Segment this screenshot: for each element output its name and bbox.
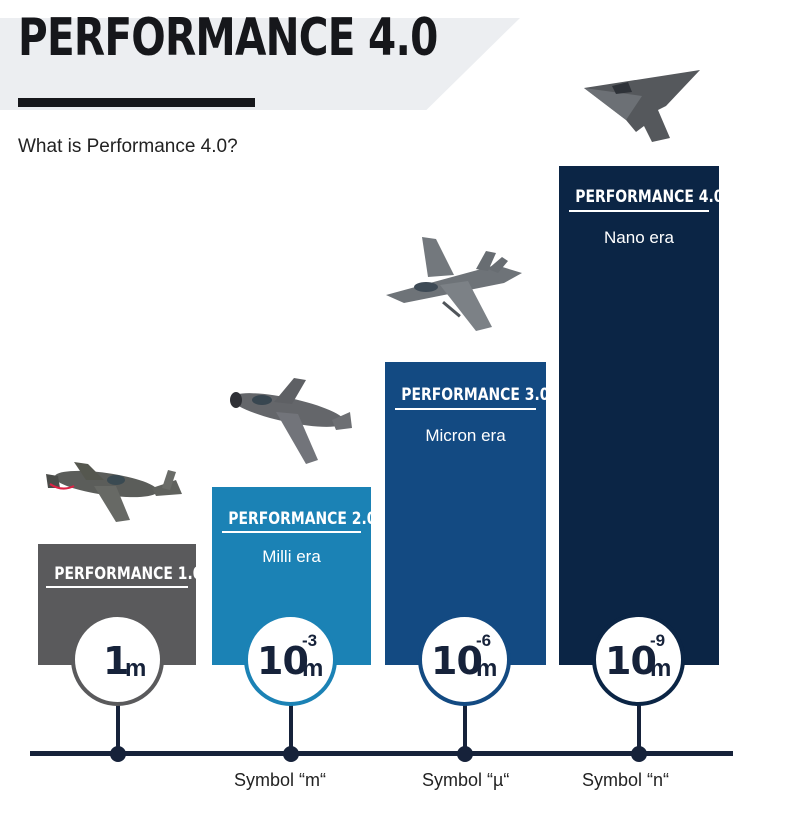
stage-1-stem [116,700,120,752]
stage-4-scale-base: 10 [605,639,657,683]
stage-3-scale-base: 10 [431,639,483,683]
stage-1-scale-unit: m [125,655,147,682]
stage-4-era: Nano era [604,228,674,247]
stage-1-label-rule [46,586,188,588]
stage-4-label: PERFORMANCE 4.0 [575,187,724,207]
propeller-fighter-plane-icon [46,462,182,522]
stage-1-timeline-dot [110,746,126,762]
stage-4-scale-exponent: -9 [650,631,666,650]
stage-3-label-rule [395,408,536,410]
stage-2-label-rule [222,531,361,533]
stage-2-era: Milli era [262,547,321,566]
stage-4-scale-circle: 10 -9 m [592,613,685,706]
stage-2-timeline-dot [283,746,299,762]
jet-fighter-plane-icon [230,378,352,464]
stage-1-scale-circle: 1 m [71,613,164,706]
stage-3-scale-exponent: -6 [476,631,492,650]
stage-3-era: Micron era [425,426,506,445]
stage-2-scale-unit: m [302,655,324,682]
symbol-micro-label: Symbol “µ“ [422,770,510,790]
stage-2-scale-exponent: -3 [302,631,318,650]
page-title: PERFORMANCE 4.0 [18,8,438,68]
stage-3-timeline-dot [457,746,473,762]
stage-2-scale-base: 10 [257,639,309,683]
symbol-milli-label: Symbol “m“ [234,770,327,790]
stage-3-label: PERFORMANCE 3.0 [401,385,550,405]
stage-4-scale-unit: m [650,655,672,682]
stage-1-scale-base: 1 [103,639,129,683]
stage-4-stem [637,700,641,752]
stage-4-label-rule [569,210,709,212]
modern-fighter-jet-icon [386,237,522,331]
stage-2-stem [289,700,293,752]
timeline-axis [30,751,733,756]
page-subtitle: What is Performance 4.0? [18,136,238,157]
stage-3-scale-circle: 10 -6 m [418,613,511,706]
stage-3-stem [463,700,467,752]
stage-1-label: PERFORMANCE 1.0 [54,564,203,584]
symbol-nano-label: Symbol “n“ [582,770,670,790]
stage-3-scale-unit: m [476,655,498,682]
stage-2-scale-circle: 10 -3 m [244,613,337,706]
title-underline [18,98,255,107]
stage-2-label: PERFORMANCE 2.0 [228,509,377,529]
stage-4-timeline-dot [631,746,647,762]
stage-4-bar: PERFORMANCE 4.0 Nano era [559,166,724,665]
title-background-band [0,18,520,110]
stealth-bomber-icon [584,70,700,142]
